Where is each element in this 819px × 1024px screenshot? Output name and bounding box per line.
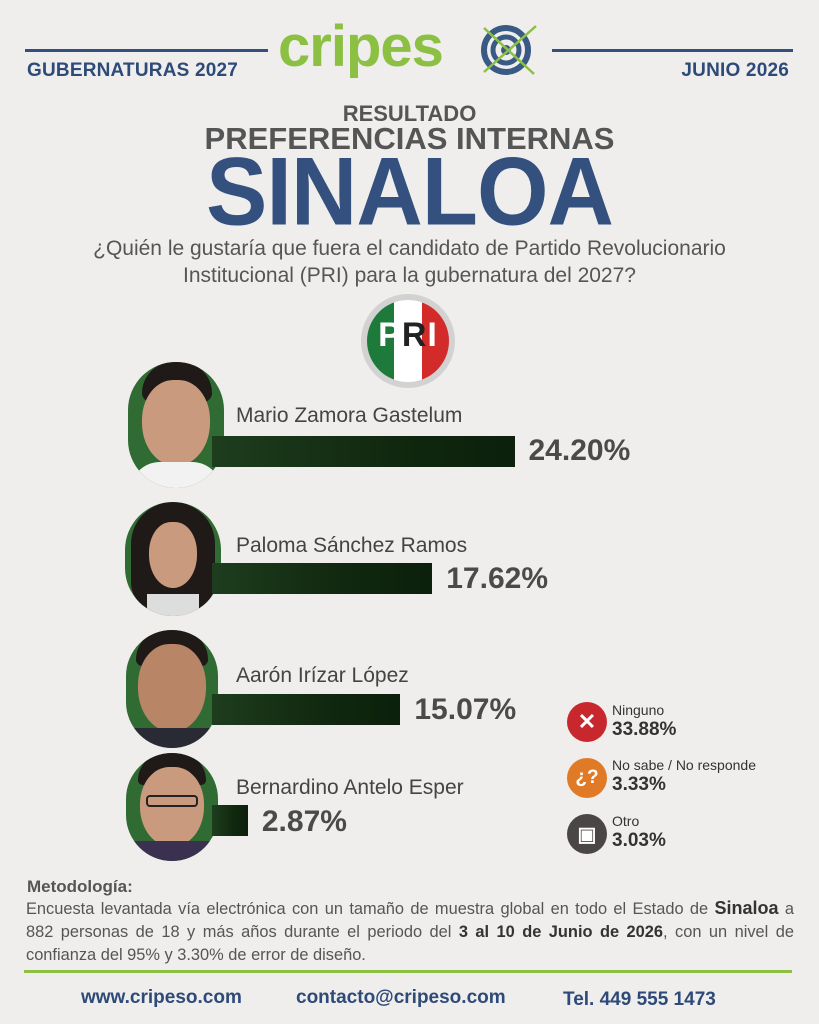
preferences-title: PREFERENCIAS INTERNAS [204, 121, 615, 156]
footer-phone: Tel. 449 555 1473 [563, 989, 716, 1010]
candidate-name-1: Mario Zamora Gastelum [236, 404, 463, 427]
bar-label-candidate-1: 24.20% [528, 434, 631, 467]
methodology-period: 3 al 10 de Junio de 2026 [458, 923, 664, 941]
footer-email-link[interactable]: contacto@cripeso.com [296, 987, 506, 1008]
other-label-no-sabe: No sabe / No responde [612, 757, 756, 773]
methodology-state: Sinaloa [714, 898, 779, 918]
header-rule-left [25, 49, 268, 52]
result-title: RESULTADO [342, 101, 477, 126]
candidate-photo-3 [126, 630, 218, 748]
candidate-photo-1 [128, 362, 224, 488]
candidate-name-4: Bernardino Antelo Esper [236, 776, 464, 799]
pri-logo-letters: PRI [378, 316, 438, 354]
footer-website-link[interactable]: www.cripeso.com [81, 987, 242, 1008]
candidate-name-2: Paloma Sánchez Ramos [236, 534, 468, 557]
question-line-2: Institucional (PRI) para la gubernatura … [183, 264, 636, 287]
header-rule-right [552, 49, 793, 52]
other-label-otro: Otro [612, 813, 640, 829]
other-value-no-sabe: 3.33% [612, 774, 666, 795]
brand-logo-text: cripes [278, 14, 444, 79]
bar-candidate-3 [212, 694, 401, 725]
pri-party-logo: PRI [361, 294, 455, 388]
brand-logo: cripes [278, 18, 548, 88]
other-label-ninguno: Ninguno [612, 702, 665, 718]
other-value-ninguno: 33.88% [612, 719, 677, 740]
methodology-text: Encuesta levantada vía electrónica con u… [26, 898, 794, 964]
bar-label-candidate-4: 2.87% [261, 805, 347, 838]
target-icon [481, 25, 537, 75]
bar-candidate-1 [212, 436, 515, 467]
header-right-label: JUNIO 2026 [681, 60, 789, 81]
candidate-photo-2 [125, 502, 221, 616]
candidate-name-3: Aarón Irízar López [236, 664, 409, 687]
state-title: SINALOA [206, 138, 614, 246]
bar-label-candidate-3: 15.07% [414, 693, 517, 726]
bar-candidate-2 [212, 563, 433, 594]
footer-divider [24, 970, 792, 973]
header-left-label: GUBERNATURAS 2027 [27, 60, 239, 81]
x-icon: ✕ [567, 702, 607, 742]
ballot-box-icon: ▣ [567, 814, 607, 854]
question-line-1: ¿Quién le gustaría que fuera el candidat… [93, 237, 726, 260]
other-value-otro: 3.03% [612, 830, 666, 851]
bar-candidate-4 [212, 805, 248, 836]
methodology-title: Metodología: [27, 877, 133, 896]
bar-label-candidate-2: 17.62% [446, 562, 548, 595]
question-icon: ¿? [567, 758, 607, 798]
candidate-photo-4 [126, 753, 218, 861]
